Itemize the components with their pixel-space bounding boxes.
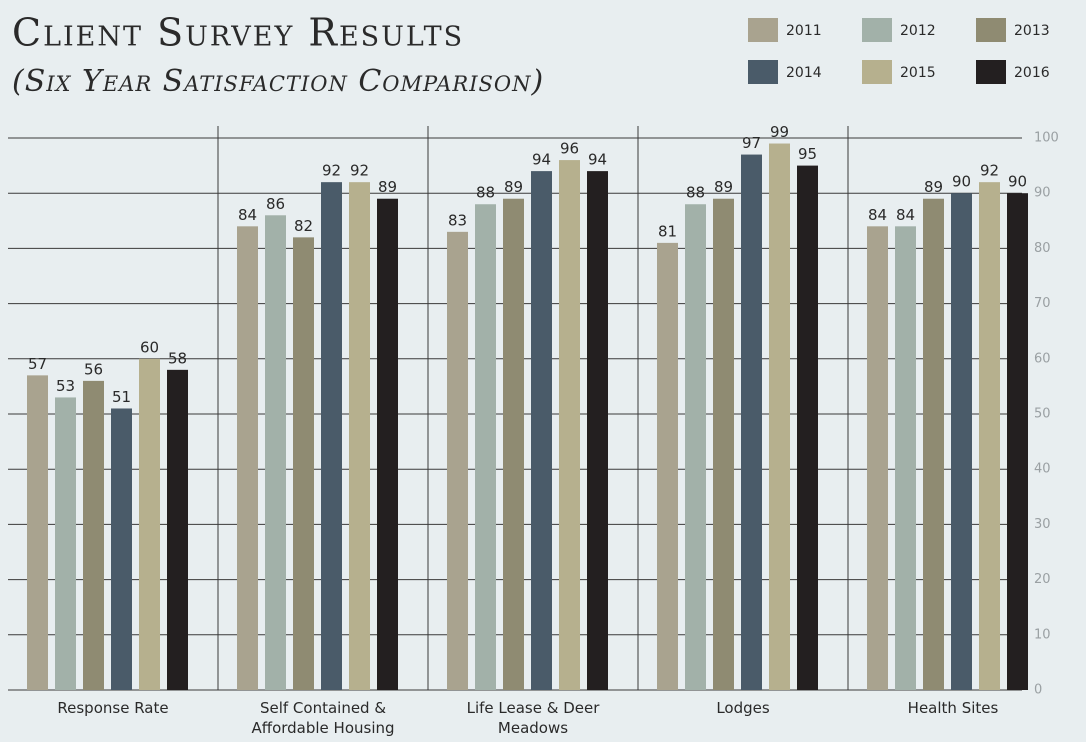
data-label: 57 [28, 355, 47, 373]
legend-label: 2016 [1014, 65, 1050, 81]
y-tick-label: 0 [1034, 683, 1042, 698]
bar [741, 154, 762, 690]
y-tick-label: 80 [1034, 241, 1051, 256]
data-label: 60 [140, 338, 159, 356]
y-tick-label: 50 [1034, 407, 1051, 422]
bar [895, 226, 916, 690]
bar [713, 198, 734, 690]
legend-swatch [862, 60, 892, 84]
bar [139, 358, 160, 690]
data-label: 58 [168, 349, 187, 367]
data-label: 90 [1008, 173, 1027, 191]
data-label: 89 [714, 178, 733, 196]
chart-subtitle: (Six Year Satisfaction Comparison) [12, 64, 544, 99]
bar [111, 408, 132, 690]
y-tick-label: 60 [1034, 351, 1051, 366]
legend-swatch [976, 18, 1006, 42]
data-label: 88 [476, 184, 495, 202]
legend-swatch [748, 60, 778, 84]
data-label: 97 [742, 134, 761, 152]
legend-swatch [748, 18, 778, 42]
bar [293, 237, 314, 691]
bar [797, 165, 818, 691]
data-label: 92 [350, 162, 369, 180]
data-label: 56 [84, 360, 103, 378]
chart-title: Client Survey Results [12, 11, 464, 55]
bar [447, 231, 468, 690]
bar [685, 204, 706, 691]
bar [237, 226, 258, 690]
data-label: 88 [686, 184, 705, 202]
bar [377, 198, 398, 690]
y-tick-label: 70 [1034, 296, 1051, 311]
data-label: 84 [896, 206, 915, 224]
bar [265, 215, 286, 690]
data-label: 99 [770, 123, 789, 141]
y-tick-label: 40 [1034, 462, 1051, 477]
y-tick-label: 90 [1034, 186, 1051, 201]
data-label: 51 [112, 388, 131, 406]
bar [321, 182, 342, 690]
data-label: 83 [448, 211, 467, 229]
bar [1007, 193, 1028, 690]
data-label: 92 [980, 162, 999, 180]
bar [167, 369, 188, 690]
legend-label: 2014 [786, 65, 822, 81]
data-label: 84 [868, 206, 887, 224]
data-label: 90 [952, 173, 971, 191]
data-label: 94 [532, 151, 551, 169]
bar [559, 160, 580, 690]
data-label: 89 [504, 178, 523, 196]
legend-swatch [976, 60, 1006, 84]
bar [531, 171, 552, 690]
y-tick-label: 10 [1034, 627, 1051, 642]
bar [27, 375, 48, 690]
bar [503, 198, 524, 690]
data-label: 95 [798, 145, 817, 163]
data-label: 84 [238, 206, 257, 224]
bar [657, 242, 678, 690]
bar [951, 193, 972, 690]
x-tick-label: Life Lease & Deer Meadows [466, 699, 600, 737]
data-label: 92 [322, 162, 341, 180]
data-label: 94 [588, 151, 607, 169]
y-tick-label: 30 [1034, 517, 1051, 532]
x-tick-label: Lodges [716, 699, 770, 717]
data-label: 89 [924, 178, 943, 196]
bar [769, 143, 790, 690]
y-tick-label: 100 [1034, 131, 1059, 146]
data-label: 89 [378, 178, 397, 196]
x-tick-label: Self Contained & Affordable Housing [251, 699, 395, 737]
legend-label: 2012 [900, 23, 936, 39]
bar [867, 226, 888, 690]
bar [475, 204, 496, 691]
legend-swatch [862, 18, 892, 42]
data-label: 53 [56, 377, 75, 395]
legend-label: 2011 [786, 23, 822, 39]
data-label: 86 [266, 195, 285, 213]
bar [979, 182, 1000, 690]
bar [923, 198, 944, 690]
data-label: 96 [560, 140, 579, 158]
bar [349, 182, 370, 690]
y-tick-label: 20 [1034, 572, 1051, 587]
x-tick-label: Response Rate [57, 699, 169, 717]
bar [83, 380, 104, 690]
data-label: 82 [294, 217, 313, 235]
legend-label: 2013 [1014, 23, 1050, 39]
bar [55, 397, 76, 690]
x-tick-label: Health Sites [907, 699, 999, 717]
legend-label: 2015 [900, 65, 936, 81]
data-label: 81 [658, 222, 677, 240]
bar [587, 171, 608, 690]
